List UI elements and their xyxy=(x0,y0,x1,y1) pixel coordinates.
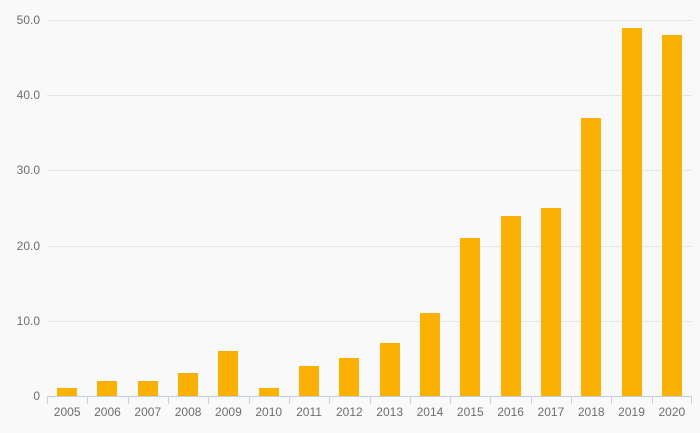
bar-2011[interactable] xyxy=(299,365,320,396)
y-tick-label: 50.0 xyxy=(16,13,40,27)
bar-2009[interactable] xyxy=(218,350,239,396)
bar-2018[interactable] xyxy=(581,117,602,396)
bar-2010[interactable] xyxy=(258,388,279,396)
x-tick-label-2014: 2014 xyxy=(416,405,444,419)
x-tick-label-2016: 2016 xyxy=(497,405,524,419)
x-tick-label-2009: 2009 xyxy=(215,405,242,419)
x-tick-label-2019: 2019 xyxy=(618,405,645,419)
x-tick-label-2007: 2007 xyxy=(134,405,162,419)
x-tick-mark xyxy=(248,396,250,404)
x-tick-mark xyxy=(208,396,210,404)
x-tick-label-2012: 2012 xyxy=(335,405,363,419)
bar-2019[interactable] xyxy=(621,27,642,396)
y-tick-label: 10.0 xyxy=(16,313,40,328)
x-tick-mark xyxy=(409,396,411,404)
plot-area xyxy=(47,20,692,397)
x-axis: 2005 2006 2007 2008 2009 2010 2011 2012 2013 2014… xyxy=(47,396,692,433)
bar-2012[interactable] xyxy=(339,358,360,396)
bar-2016[interactable] xyxy=(500,215,521,396)
x-tick-mark xyxy=(127,396,129,404)
x-tick-mark xyxy=(571,396,573,404)
bar-2020[interactable] xyxy=(661,35,682,396)
x-tick-label-2006: 2006 xyxy=(94,405,121,419)
gridline xyxy=(47,245,692,247)
x-tick-mark xyxy=(288,396,290,404)
x-tick-mark xyxy=(530,396,532,404)
x-tick-mark xyxy=(47,396,48,404)
x-tick-mark xyxy=(611,396,613,404)
x-tick-mark xyxy=(167,396,169,404)
gridline xyxy=(47,95,692,97)
x-tick-mark xyxy=(651,396,653,404)
x-tick-mark xyxy=(87,396,89,404)
x-tick-label-2008: 2008 xyxy=(174,405,202,419)
x-tick-label-2013: 2013 xyxy=(376,405,404,419)
bar-2006[interactable] xyxy=(97,380,118,396)
x-tick-label-2010: 2010 xyxy=(255,405,283,419)
bar-2007[interactable] xyxy=(137,380,158,396)
x-tick-mark xyxy=(450,396,452,404)
bar-2013[interactable] xyxy=(379,343,400,396)
x-tick-mark xyxy=(490,396,492,404)
x-tick-mark xyxy=(369,396,371,404)
bar-2005[interactable] xyxy=(57,388,78,396)
gridline xyxy=(47,320,692,322)
y-axis: 0 10.0 20.0 30.0 40.0 50.0 xyxy=(0,14,40,402)
x-tick-label-2015: 2015 xyxy=(456,405,484,419)
x-tick-mark xyxy=(691,396,692,404)
y-tick-label: 40.0 xyxy=(16,88,40,103)
gridline xyxy=(47,170,692,172)
y-tick-label: 0 xyxy=(33,389,40,403)
gridline xyxy=(47,20,692,21)
x-tick-label-2018: 2018 xyxy=(577,405,605,419)
x-tick-label-2020: 2020 xyxy=(658,405,686,419)
y-tick-label: 20.0 xyxy=(16,238,40,253)
bar-2015[interactable] xyxy=(460,238,481,396)
y-tick-label: 30.0 xyxy=(16,163,40,178)
x-tick-mark xyxy=(329,396,331,404)
x-tick-label-2017: 2017 xyxy=(537,405,565,419)
bar-2008[interactable] xyxy=(178,373,199,396)
x-tick-label-2005: 2005 xyxy=(53,405,81,419)
bar-2014[interactable] xyxy=(419,313,440,396)
x-tick-label-2011: 2011 xyxy=(296,405,322,419)
bar-2017[interactable] xyxy=(540,208,561,396)
